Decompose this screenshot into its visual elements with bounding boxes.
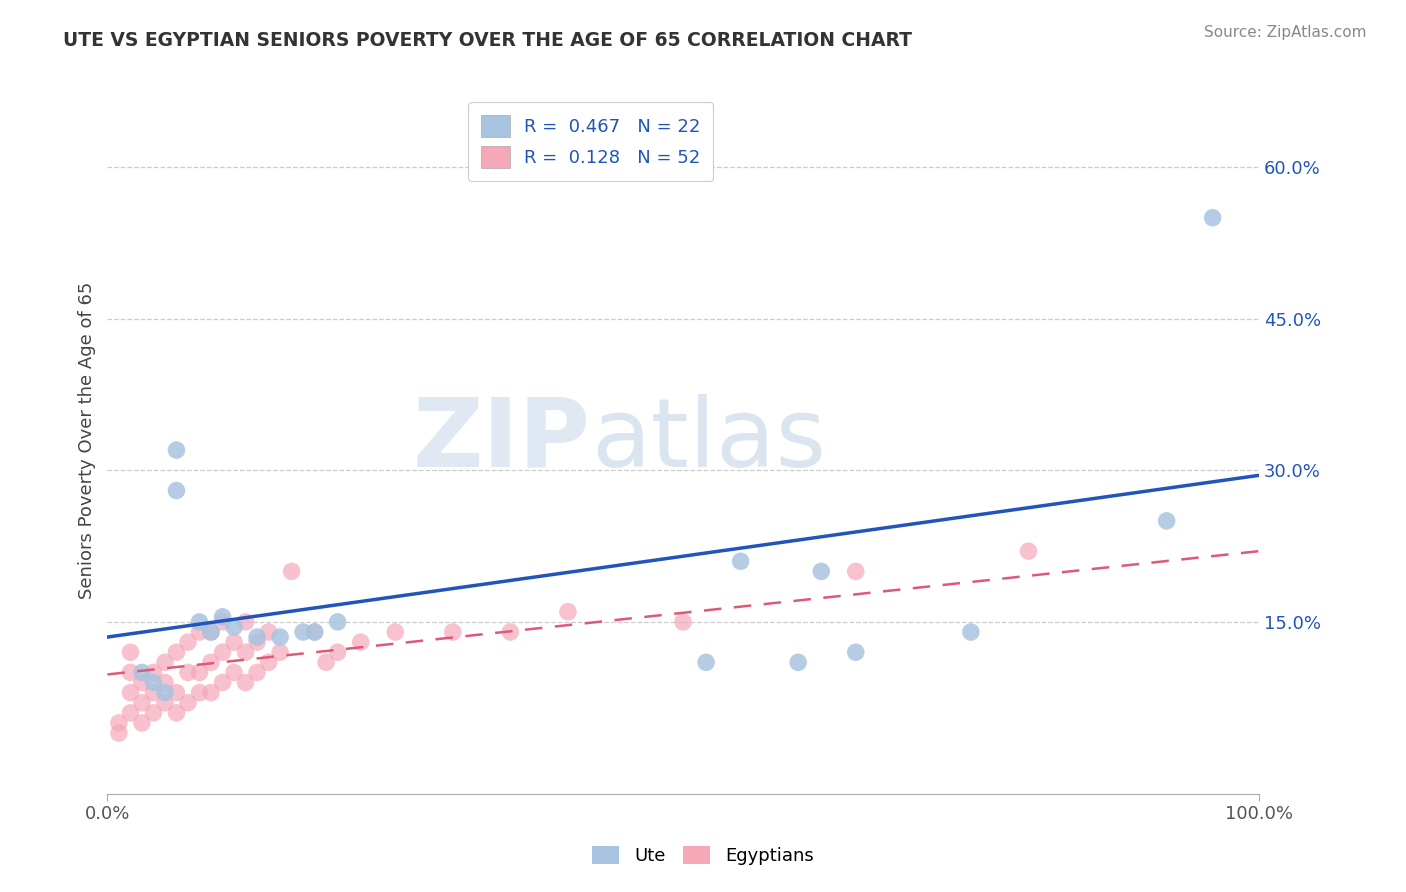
Point: [200, 625, 222, 640]
Point: [200, 625, 222, 640]
Point: [153, 656, 176, 670]
Point: [441, 625, 464, 640]
Text: UTE VS EGYPTIAN SENIORS POVERTY OVER THE AGE OF 65 CORRELATION CHART: UTE VS EGYPTIAN SENIORS POVERTY OVER THE…: [63, 31, 912, 50]
Point: [222, 665, 245, 680]
Point: [211, 615, 233, 629]
Point: [211, 645, 233, 659]
Point: [153, 685, 176, 699]
Point: [557, 605, 579, 619]
Point: [235, 645, 257, 659]
Point: [188, 685, 211, 699]
Point: [246, 635, 269, 649]
Point: [304, 625, 326, 640]
Point: [142, 665, 165, 680]
Text: atlas: atlas: [591, 393, 827, 486]
Point: [211, 610, 233, 624]
Point: [257, 625, 280, 640]
Point: [166, 483, 188, 498]
Point: [120, 665, 142, 680]
Point: [1156, 514, 1178, 528]
Point: [257, 656, 280, 670]
Point: [222, 620, 245, 634]
Point: [292, 625, 315, 640]
Point: [730, 554, 752, 568]
Point: [269, 630, 291, 644]
Point: [108, 715, 131, 730]
Point: [211, 675, 233, 690]
Point: [695, 656, 717, 670]
Point: [200, 656, 222, 670]
Point: [384, 625, 406, 640]
Point: [246, 665, 269, 680]
Point: [120, 706, 142, 720]
Point: [499, 625, 522, 640]
Point: [142, 675, 165, 690]
Text: ZIP: ZIP: [413, 393, 591, 486]
Point: [120, 645, 142, 659]
Point: [845, 565, 868, 579]
Point: [326, 615, 349, 629]
Point: [326, 645, 349, 659]
Point: [304, 625, 326, 640]
Y-axis label: Seniors Poverty Over the Age of 65: Seniors Poverty Over the Age of 65: [79, 281, 96, 599]
Point: [1017, 544, 1039, 558]
Point: [166, 706, 188, 720]
Point: [108, 726, 131, 740]
Point: [131, 665, 153, 680]
Point: [269, 645, 291, 659]
Point: [153, 675, 176, 690]
Point: [200, 685, 222, 699]
Point: [131, 715, 153, 730]
Point: [142, 685, 165, 699]
Point: [177, 665, 200, 680]
Point: [166, 443, 188, 458]
Point: [188, 625, 211, 640]
Point: [810, 565, 832, 579]
Point: [280, 565, 302, 579]
Point: [222, 635, 245, 649]
Legend: Ute, Egyptians: Ute, Egyptians: [583, 837, 823, 874]
Point: [235, 615, 257, 629]
Point: [235, 675, 257, 690]
Point: [188, 665, 211, 680]
Point: [166, 645, 188, 659]
Point: [960, 625, 983, 640]
Point: [315, 656, 337, 670]
Point: [120, 685, 142, 699]
Text: Source: ZipAtlas.com: Source: ZipAtlas.com: [1204, 25, 1367, 40]
Point: [153, 696, 176, 710]
Point: [131, 696, 153, 710]
Point: [166, 685, 188, 699]
Legend: R =  0.467   N = 22, R =  0.128   N = 52: R = 0.467 N = 22, R = 0.128 N = 52: [468, 103, 713, 181]
Point: [188, 615, 211, 629]
Point: [246, 630, 269, 644]
Point: [142, 706, 165, 720]
Point: [672, 615, 695, 629]
Point: [845, 645, 868, 659]
Point: [787, 656, 810, 670]
Point: [1201, 211, 1223, 225]
Point: [177, 635, 200, 649]
Point: [131, 675, 153, 690]
Point: [177, 696, 200, 710]
Point: [350, 635, 373, 649]
